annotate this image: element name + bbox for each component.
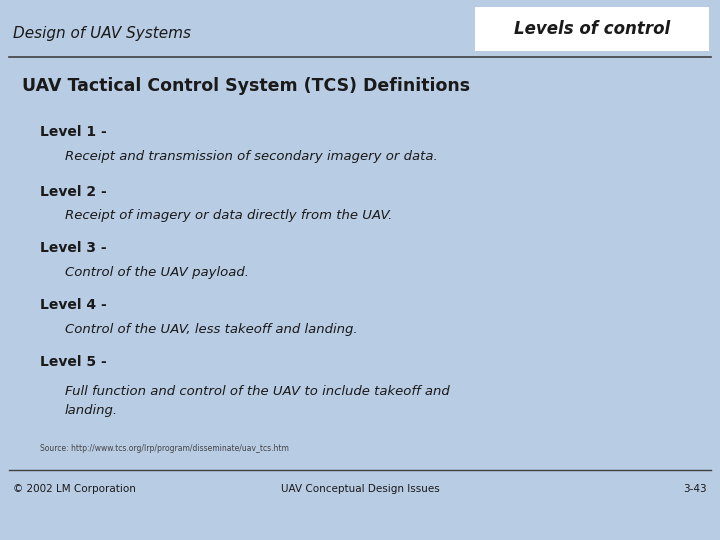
Text: Design of UAV Systems: Design of UAV Systems: [13, 26, 191, 41]
Text: © 2002 LM Corporation: © 2002 LM Corporation: [13, 484, 136, 494]
Text: landing.: landing.: [65, 404, 118, 417]
Text: UAV Tactical Control System (TCS) Definitions: UAV Tactical Control System (TCS) Defini…: [22, 77, 469, 96]
Text: Level 1 -: Level 1 -: [40, 125, 107, 139]
Text: Level 4 -: Level 4 -: [40, 298, 107, 312]
Text: 3-43: 3-43: [683, 484, 707, 494]
Text: Control of the UAV, less takeoff and landing.: Control of the UAV, less takeoff and lan…: [65, 323, 357, 336]
Text: Levels of control: Levels of control: [514, 20, 670, 38]
Text: UAV Conceptual Design Issues: UAV Conceptual Design Issues: [281, 484, 439, 494]
FancyBboxPatch shape: [475, 7, 709, 51]
Text: Receipt and transmission of secondary imagery or data.: Receipt and transmission of secondary im…: [65, 150, 438, 163]
Text: Full function and control of the UAV to include takeoff and: Full function and control of the UAV to …: [65, 385, 449, 398]
Text: Level 2 -: Level 2 -: [40, 185, 107, 199]
Text: Control of the UAV payload.: Control of the UAV payload.: [65, 266, 249, 279]
Text: Source: http://www.tcs.org/lrp/program/disseminate/uav_tcs.htm: Source: http://www.tcs.org/lrp/program/d…: [40, 444, 289, 453]
Text: Receipt of imagery or data directly from the UAV.: Receipt of imagery or data directly from…: [65, 210, 392, 222]
Text: Level 3 -: Level 3 -: [40, 241, 107, 255]
Text: Level 5 -: Level 5 -: [40, 355, 107, 369]
